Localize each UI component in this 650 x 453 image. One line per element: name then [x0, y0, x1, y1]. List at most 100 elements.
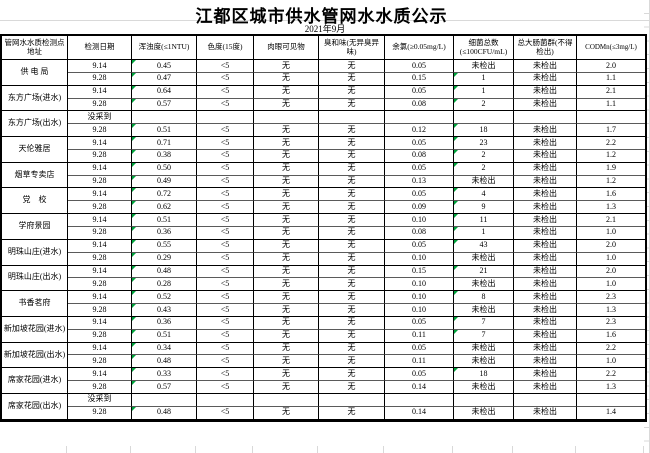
cell-cod[interactable]: 1.0 [577, 227, 645, 240]
cell-coliform[interactable]: 未检出 [514, 98, 577, 112]
cell-visible[interactable]: 无 [254, 252, 319, 266]
site-name-cell[interactable]: 新加坡花园(进水) [2, 316, 68, 343]
cell-color[interactable]: <5 [197, 278, 254, 292]
cell-date[interactable]: 9.14 [68, 368, 132, 382]
cell-chlorine[interactable]: 0.05 [385, 85, 454, 99]
cell-color[interactable]: <5 [197, 188, 254, 202]
cell-coliform[interactable]: 未检出 [514, 175, 577, 189]
cell-cod[interactable]: 2.2 [577, 368, 645, 382]
cell-cod[interactable]: 1.2 [577, 150, 645, 163]
cell-color[interactable]: <5 [197, 316, 254, 330]
cell-turbidity[interactable]: 0.48 [132, 265, 197, 279]
cell-turbidity[interactable]: 0.64 [132, 85, 197, 99]
cell-date[interactable]: 9.28 [68, 149, 132, 163]
cell-visible[interactable]: 无 [254, 239, 319, 253]
cell-bacteria[interactable] [454, 111, 514, 125]
cell-date[interactable]: 9.14 [68, 265, 132, 279]
cell-visible[interactable]: 无 [254, 226, 319, 240]
cell-bacteria[interactable]: 9 [454, 201, 514, 215]
cell-bacteria[interactable]: 未检出 [454, 381, 514, 394]
cell-odor[interactable]: 无 [319, 188, 385, 202]
cell-cod[interactable] [577, 394, 645, 407]
cell-odor[interactable]: 无 [319, 98, 385, 112]
cell-turbidity[interactable]: 0.72 [132, 188, 197, 202]
cell-chlorine[interactable]: 0.10 [385, 304, 454, 317]
cell-chlorine[interactable]: 0.15 [385, 72, 454, 86]
cell-chlorine[interactable]: 0.05 [385, 188, 454, 202]
cell-chlorine[interactable]: 0.05 [385, 60, 454, 73]
cell-color[interactable] [197, 393, 254, 407]
cell-coliform[interactable]: 未检出 [514, 291, 577, 305]
cell-turbidity[interactable]: 0.57 [132, 381, 197, 394]
cell-color[interactable]: <5 [197, 252, 254, 266]
cell-bacteria[interactable]: 未检出 [454, 60, 514, 73]
cell-date[interactable]: 9.14 [68, 214, 132, 227]
cell-coliform[interactable]: 未检出 [514, 124, 577, 138]
cell-color[interactable]: <5 [197, 137, 254, 150]
cell-date[interactable]: 9.28 [68, 329, 132, 343]
cell-date[interactable]: 9.28 [68, 252, 132, 266]
site-name-cell[interactable]: 书香茗府 [2, 291, 68, 317]
cell-color[interactable]: <5 [197, 149, 254, 163]
cell-color[interactable]: <5 [197, 265, 254, 279]
cell-chlorine[interactable]: 0.12 [385, 124, 454, 138]
cell-cod[interactable]: 1.6 [577, 330, 645, 343]
cell-coliform[interactable]: 未检出 [514, 60, 577, 73]
cell-chlorine[interactable]: 0.14 [385, 381, 454, 394]
site-name-cell[interactable]: 学府景园 [2, 214, 68, 240]
cell-odor[interactable]: 无 [319, 252, 385, 266]
cell-odor[interactable]: 无 [319, 278, 385, 292]
cell-color[interactable]: <5 [197, 175, 254, 189]
site-name-cell[interactable]: 天伦雅居 [2, 137, 68, 163]
cell-cod[interactable]: 1.1 [577, 73, 645, 86]
cell-visible[interactable] [254, 393, 319, 407]
site-name-cell[interactable]: 新加坡花园(出水) [2, 342, 68, 369]
cell-coliform[interactable]: 未检出 [514, 355, 577, 369]
site-name-cell[interactable]: 席家花园(进水) [2, 368, 68, 394]
cell-turbidity[interactable]: 0.71 [132, 137, 197, 150]
site-name-cell[interactable]: 明珠山庄(出水) [2, 265, 68, 292]
cell-color[interactable]: <5 [197, 329, 254, 343]
cell-cod[interactable]: 1.7 [577, 124, 645, 138]
cell-visible[interactable]: 无 [254, 265, 319, 279]
cell-cod[interactable]: 1.3 [577, 381, 645, 394]
cell-coliform[interactable]: 未检出 [514, 342, 577, 356]
cell-chlorine[interactable]: 0.08 [385, 149, 454, 163]
cell-chlorine[interactable]: 0.08 [385, 226, 454, 240]
cell-date[interactable]: 9.14 [68, 60, 132, 73]
cell-odor[interactable]: 无 [319, 329, 385, 343]
cell-visible[interactable]: 无 [254, 214, 319, 227]
cell-cod[interactable]: 1.3 [577, 304, 645, 317]
cell-cod[interactable]: 2.1 [577, 214, 645, 227]
cell-coliform[interactable]: 未检出 [514, 85, 577, 99]
cell-color[interactable]: <5 [197, 124, 254, 138]
cell-turbidity[interactable]: 0.55 [132, 239, 197, 253]
column-header-visible-matter[interactable]: 肉眼可见物 [254, 36, 319, 60]
cell-turbidity[interactable]: 0.36 [132, 226, 197, 240]
cell-odor[interactable]: 无 [319, 316, 385, 330]
cell-turbidity[interactable]: 0.29 [132, 252, 197, 266]
cell-turbidity[interactable]: 0.34 [132, 342, 197, 356]
cell-color[interactable]: <5 [197, 239, 254, 253]
cell-cod[interactable]: 2.2 [577, 137, 645, 150]
cell-turbidity[interactable] [132, 111, 197, 125]
cell-date[interactable]: 没采到 [68, 111, 132, 125]
cell-date[interactable]: 9.28 [68, 226, 132, 240]
cell-odor[interactable]: 无 [319, 149, 385, 163]
cell-turbidity[interactable] [132, 393, 197, 407]
cell-bacteria[interactable]: 未检出 [454, 304, 514, 317]
cell-turbidity[interactable]: 0.48 [132, 355, 197, 369]
cell-bacteria[interactable]: 未检出 [454, 252, 514, 266]
cell-color[interactable]: <5 [197, 406, 254, 420]
cell-date[interactable]: 9.14 [68, 188, 132, 202]
cell-date[interactable]: 没采到 [68, 393, 132, 407]
cell-visible[interactable]: 无 [254, 149, 319, 163]
cell-cod[interactable]: 2.0 [577, 240, 645, 253]
cell-visible[interactable]: 无 [254, 124, 319, 138]
cell-color[interactable]: <5 [197, 381, 254, 394]
cell-odor[interactable]: 无 [319, 304, 385, 317]
cell-coliform[interactable]: 未检出 [514, 188, 577, 202]
cell-chlorine[interactable]: 0.05 [385, 342, 454, 356]
cell-coliform[interactable]: 未检出 [514, 239, 577, 253]
cell-coliform[interactable]: 未检出 [514, 72, 577, 86]
